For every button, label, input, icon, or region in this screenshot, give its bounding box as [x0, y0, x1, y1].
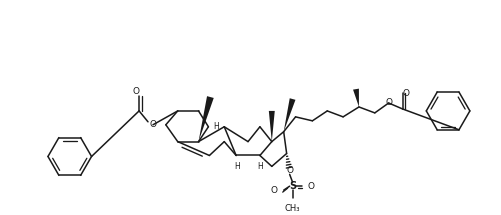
Text: H: H	[213, 122, 219, 131]
Text: O: O	[132, 87, 139, 96]
Text: O: O	[149, 120, 156, 129]
Text: O: O	[286, 166, 293, 175]
Polygon shape	[283, 98, 295, 132]
Text: CH₃: CH₃	[284, 204, 300, 213]
Text: O: O	[270, 186, 277, 195]
Polygon shape	[269, 111, 274, 142]
Text: H: H	[257, 162, 262, 171]
Text: O: O	[402, 89, 409, 98]
Polygon shape	[198, 96, 213, 142]
Text: O: O	[384, 98, 391, 108]
Text: S: S	[289, 181, 296, 191]
Text: O: O	[307, 182, 314, 191]
Text: H: H	[234, 162, 239, 171]
Polygon shape	[352, 89, 358, 107]
